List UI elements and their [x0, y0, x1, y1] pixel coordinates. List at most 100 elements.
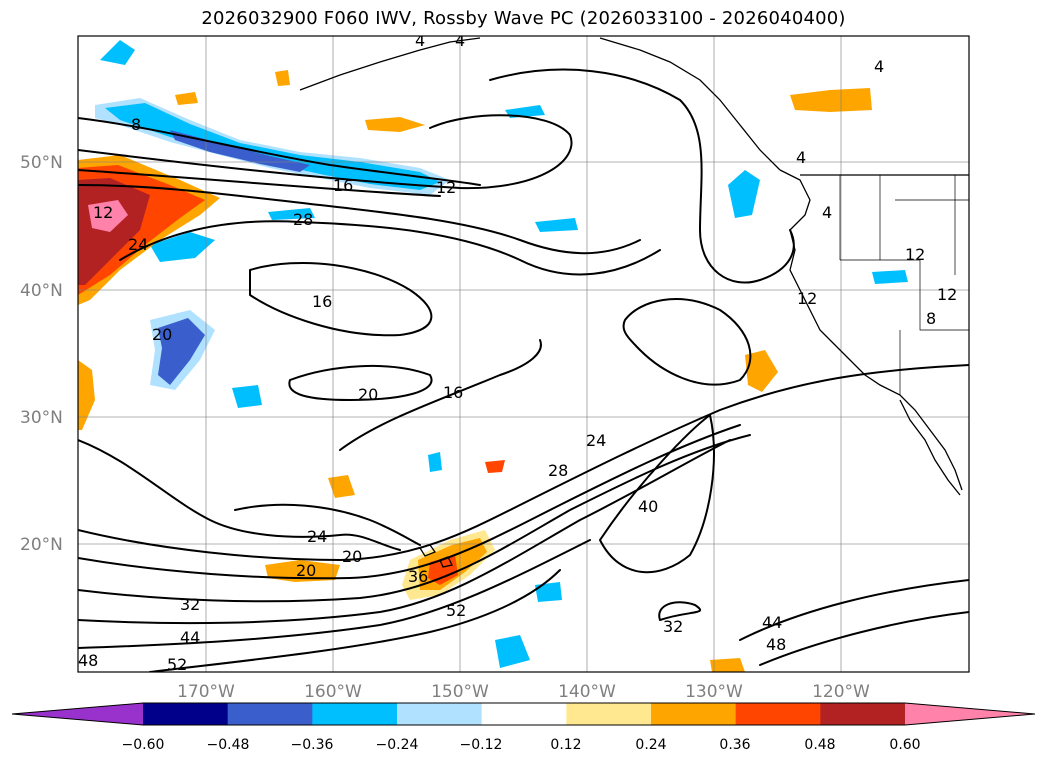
- contour-20-ring: [288, 364, 433, 401]
- positive-anomaly-west-edge: [78, 360, 95, 430]
- contour-label-7: 8: [926, 309, 936, 328]
- contour-20-south: [78, 439, 401, 551]
- contour-label-25: 32: [180, 595, 200, 614]
- contour-20-a: [78, 184, 641, 255]
- colorbar-tick-8: 0.36: [719, 737, 750, 753]
- baja-coast: [899, 399, 961, 496]
- contour-label-28: 40: [638, 497, 658, 516]
- negative-anomaly-small-3: [268, 208, 315, 220]
- contour-label-5: 4: [822, 203, 832, 222]
- lon-label-140w: 140°W: [558, 682, 616, 702]
- contour-label-26: 32: [663, 617, 683, 636]
- colorbar-segment-7: [651, 703, 737, 725]
- map-title: 2026032900 F060 IWV, Rossby Wave PC (202…: [201, 8, 846, 29]
- contour-label-19: 20: [296, 561, 316, 580]
- contour-label-4: 4: [796, 148, 806, 167]
- contour-label-15: 16: [443, 383, 463, 402]
- contour-label-13: 16: [333, 176, 353, 195]
- coastlines: [299, 37, 969, 568]
- positive-anomaly-nw-max: [88, 200, 128, 232]
- contour-label-8: 12: [436, 178, 456, 197]
- contour-label-31: 48: [78, 651, 98, 670]
- contour-label-23: 28: [293, 210, 313, 229]
- colorbar-extend-low: [12, 703, 143, 725]
- contour-label-34: 52: [167, 655, 187, 674]
- positive-anomaly-small-5: [265, 560, 340, 582]
- contour-24-east: [622, 298, 752, 386]
- iwv-contours: [78, 68, 969, 672]
- colorbar-tick-6: 0.12: [550, 737, 581, 753]
- positive-anomaly-small-8: [710, 658, 745, 672]
- colorbar-segments: [12, 703, 1035, 725]
- contour-jet-1: [78, 364, 969, 561]
- colorbar: −0.60 −0.48 −0.36 −0.24 −0.12 0.12 0.24 …: [11, 702, 1036, 753]
- contour-44: [78, 539, 591, 649]
- contour-label-32: 48: [766, 635, 786, 654]
- contour-label-30: 44: [762, 613, 782, 632]
- bc-coast: [779, 169, 963, 491]
- lon-label-160w: 160°W: [304, 682, 362, 702]
- positive-anomaly-small-6: [485, 460, 505, 473]
- contour-label-27: 36: [408, 567, 428, 586]
- positive-anomaly-small-3: [745, 350, 778, 392]
- contour-label-12: 12: [937, 285, 957, 304]
- lon-label-150w: 150°W: [431, 682, 489, 702]
- colorbar-segment-6: [566, 703, 652, 725]
- contour-label-1: 4: [415, 31, 425, 50]
- colorbar-segment-2: [227, 703, 313, 725]
- negative-anomaly-coast-2: [872, 270, 908, 284]
- positive-anomaly-small-7: [175, 92, 198, 105]
- contour-12: [78, 114, 573, 190]
- contour-big-loop: [489, 68, 795, 284]
- lon-label-170w: 170°W: [177, 682, 235, 702]
- contour-label-11: 12: [797, 289, 817, 308]
- positive-anomaly-small-2: [790, 88, 872, 112]
- contour-jet-2: [78, 424, 741, 580]
- colorbar-segment-8: [735, 703, 821, 725]
- colorbar-tick-4: −0.24: [376, 737, 419, 753]
- longitude-labels: 170°W 160°W 150°W 140°W 130°W 120°W: [177, 682, 870, 702]
- contour-label-10: 12: [905, 245, 925, 264]
- alaska-coast: [299, 37, 781, 171]
- contour-label-24: 28: [548, 461, 568, 480]
- colorbar-tick-7: 0.24: [635, 737, 666, 753]
- contour-16-mid: [339, 339, 542, 451]
- contour-16-ring: [249, 262, 433, 337]
- negative-anomaly-small-4: [232, 385, 262, 408]
- contour-24-south: [234, 503, 421, 546]
- contour-label-18: 20: [342, 547, 362, 566]
- contour-label-14: 16: [312, 292, 332, 311]
- contour-label-17: 20: [358, 385, 378, 404]
- contour-label-9: 12: [93, 203, 113, 222]
- negative-anomaly-mid-west-core: [158, 318, 205, 385]
- contour-24-a: [119, 220, 661, 276]
- negative-anomaly-small-2: [535, 218, 578, 232]
- contour-label-16: 20: [152, 325, 172, 344]
- colorbar-tick-3: −0.36: [291, 737, 334, 753]
- negative-anomaly-small-5: [428, 452, 442, 472]
- contour-label-21: 24: [307, 527, 327, 546]
- contour-8: [78, 117, 481, 186]
- negative-anomaly-south-2: [535, 582, 562, 602]
- colorbar-outline: [11, 702, 1036, 726]
- contour-52: [149, 569, 561, 672]
- lat-label-40n: 40°N: [20, 281, 63, 301]
- contour-label-3: 4: [874, 57, 884, 76]
- contour-label-2: 4: [455, 31, 465, 50]
- contour-44-east: [739, 579, 969, 641]
- negative-anomaly-south-1: [495, 635, 530, 668]
- contour-16-north: [78, 169, 441, 197]
- state-borders: [839, 175, 969, 395]
- graticule: [78, 36, 969, 672]
- contour-label-22: 24: [586, 431, 606, 450]
- contour-48-east: [759, 611, 969, 666]
- map-frame: [77, 35, 970, 673]
- contour-labels: 4 4 4 4 4 8 8 12 12 12 12 12 16 16 16 20…: [78, 31, 957, 674]
- lon-label-120w: 120°W: [812, 682, 870, 702]
- positive-anomaly-small-4: [328, 475, 355, 498]
- contour-label-20: 24: [128, 235, 148, 254]
- contour-36: [78, 439, 731, 625]
- negative-anomaly-nw: [100, 40, 135, 65]
- contour-label-33: 52: [446, 601, 466, 620]
